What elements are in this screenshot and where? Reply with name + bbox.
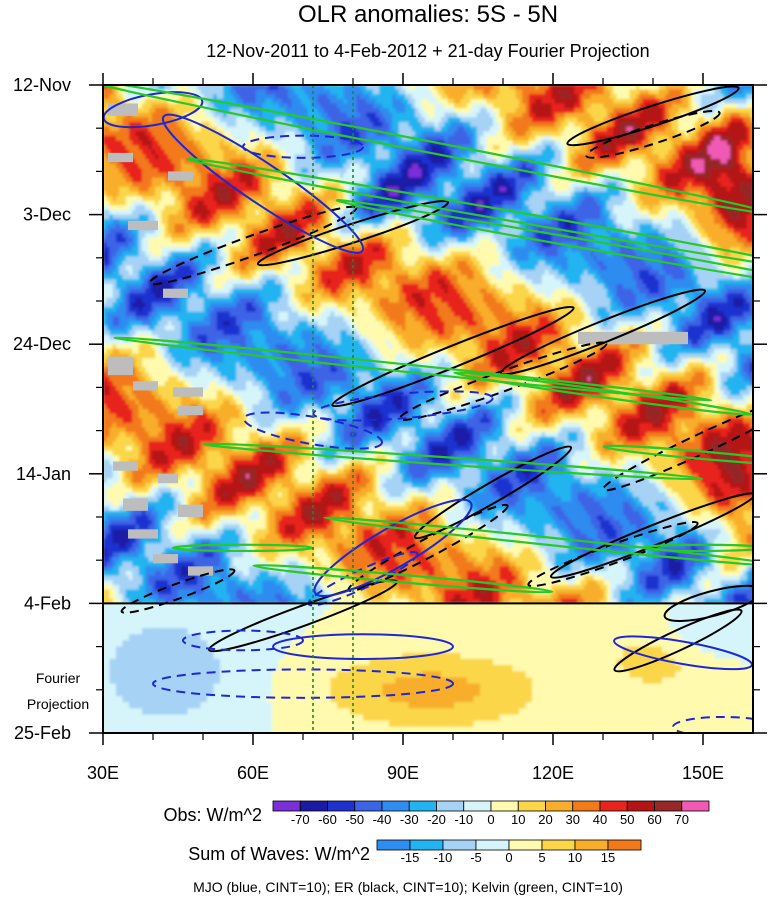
chart-subtitle: 12-Nov-2011 to 4-Feb-2012 + 21-day Fouri…	[206, 41, 649, 61]
chart-title: OLR anomalies: 5S - 5N	[298, 1, 558, 28]
plot-area	[83, 74, 771, 736]
olr-hovmoller-chart: OLR anomalies: 5S - 5N 12-Nov-2011 to 4-…	[0, 0, 771, 899]
